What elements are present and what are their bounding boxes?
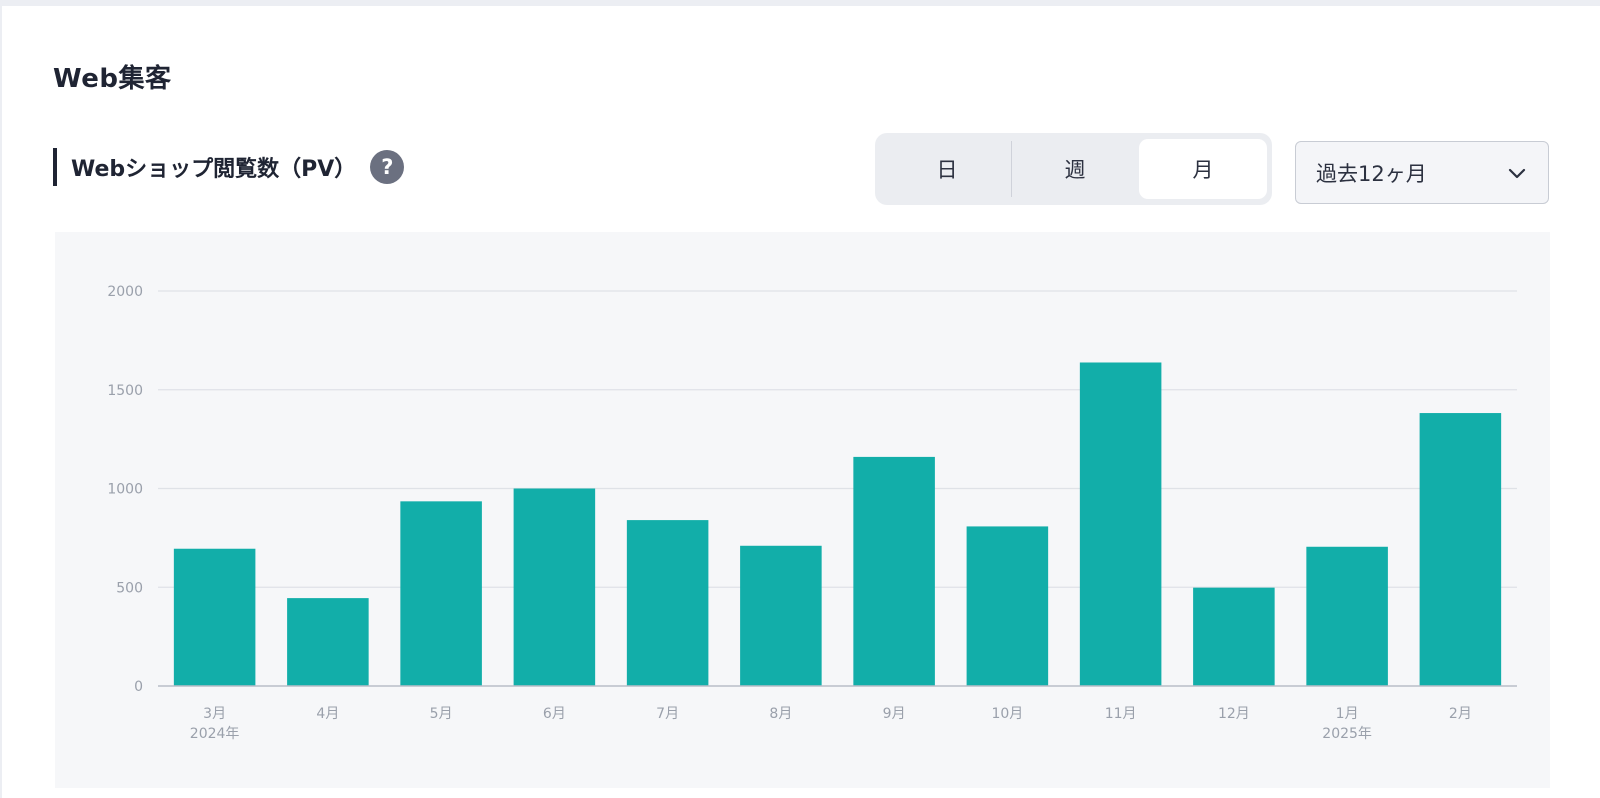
range-select-value: 過去12ヶ月 [1316,161,1427,186]
bar-chart: 0 500 1000 1500 2000 3月 2024年 4月 5月 6月 7月 8月 9月 10月 11… [107,284,1517,742]
bar [173,548,256,686]
question-circle-icon[interactable]: ? [370,150,405,184]
chart-title: Webショップ閲覧数（PV） [71,157,357,182]
x-tick-label: 6月 [543,706,566,722]
x-tick-label: 9月 [883,706,906,722]
bar [626,520,709,686]
period-toggle: 日 週 月 [875,133,1272,205]
bar [1079,362,1162,686]
bar [740,545,822,686]
period-option-week[interactable]: 週 [1064,158,1086,182]
y-tick-label: 1000 [107,482,143,498]
x-tick-label: 11月 [1105,706,1137,722]
y-tick-label: 1500 [107,383,143,399]
bar [513,488,596,686]
x-tick-label: 7月 [656,706,679,722]
y-tick-label: 0 [134,679,143,695]
bar [853,456,935,686]
divider [1011,141,1012,197]
y-tick-label: 500 [116,580,143,596]
bar [1193,587,1275,686]
x-tick-label: 5月 [430,706,453,722]
bar [1306,546,1388,686]
x-tick-label: 12月 [1218,706,1250,722]
chevron-down-icon [1508,168,1526,178]
chart-panel: 0 500 1000 1500 2000 3月 2024年 4月 5月 6月 7月 8月 9月 10月 11… [55,232,1550,788]
x-tick-label: 2月 [1449,706,1472,722]
x-tick-year-label: 2025年 [1322,726,1372,742]
x-tick-label: 3月 [203,706,226,722]
x-tick-label: 4月 [316,706,339,722]
y-tick-label: 2000 [107,284,143,300]
x-tick-year-label: 2024年 [190,726,240,742]
period-option-month[interactable]: 月 [1139,139,1267,199]
bar [966,526,1049,686]
x-tick-label: 8月 [769,706,792,722]
period-option-day[interactable]: 日 [936,158,958,182]
web-marketing-card: Web集客 Webショップ閲覧数（PV） ? 日 週 月 過去12ヶ月 0 500… [2,6,1600,798]
chart-header: Webショップ閲覧数（PV） ? [53,148,405,186]
help-glyph: ? [381,155,394,179]
range-select[interactable]: 過去12ヶ月 [1295,141,1549,204]
bar [1419,413,1502,686]
bar [400,501,482,686]
section-title: Web集客 [53,64,172,94]
x-tick-label: 1月 [1336,706,1359,722]
x-tick-label: 10月 [991,706,1023,722]
bar [287,598,369,686]
